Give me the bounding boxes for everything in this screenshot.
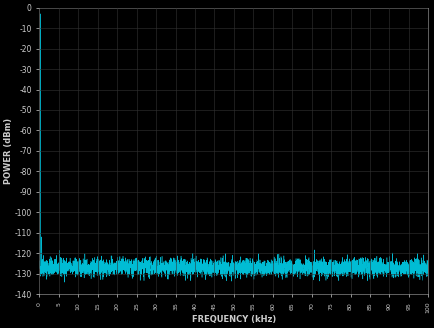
Y-axis label: POWER (dBm): POWER (dBm) bbox=[4, 118, 13, 184]
X-axis label: FREQUENCY (kHz): FREQUENCY (kHz) bbox=[191, 315, 276, 324]
